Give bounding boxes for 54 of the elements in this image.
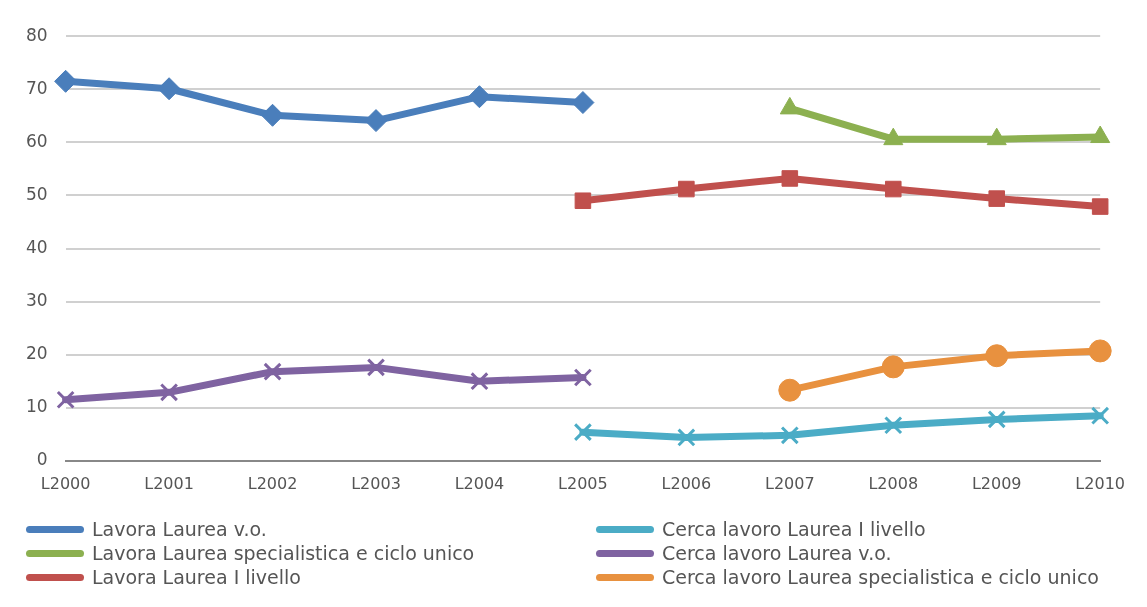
point (881, 355, 905, 379)
x-tick-label: L2007 (765, 473, 815, 493)
point (985, 344, 1009, 368)
point (1088, 339, 1112, 363)
x-tick-label: L2008 (868, 473, 919, 493)
x-tick-label: L2006 (661, 473, 712, 493)
point (574, 192, 592, 210)
x-tick-label: L2000 (40, 473, 91, 493)
x-tick-label: L2003 (351, 473, 401, 493)
x-tick-label: L2001 (144, 473, 194, 493)
point (1091, 198, 1109, 215)
y-tick-label: 80 (25, 24, 48, 45)
y-tick-label: 50 (25, 183, 48, 204)
point (885, 180, 902, 198)
point (159, 383, 179, 402)
point (470, 371, 489, 391)
point (573, 368, 593, 387)
legend-label: Lavora Laurea v.o. (92, 518, 267, 540)
point (677, 428, 696, 447)
legend-label: Cerca lavoro Laurea v.o. (662, 542, 892, 564)
legend-label: Lavora Laurea specialistica e ciclo unico (92, 542, 475, 564)
y-tick-label: 10 (25, 396, 48, 417)
point (261, 103, 285, 127)
y-tick-label: 0 (36, 449, 48, 470)
x-tick-label: L2002 (247, 473, 298, 493)
y-tick-label: 60 (25, 130, 48, 151)
x-tick-label: L2005 (558, 473, 608, 493)
point (781, 170, 799, 187)
point (988, 190, 1006, 207)
y-tick-label: 70 (25, 77, 48, 98)
legend-label: Cerca lavoro Laurea I livello (662, 518, 926, 540)
point (987, 410, 1007, 429)
legend-label: Lavora Laurea I livello (92, 566, 301, 588)
point (157, 77, 181, 101)
point (467, 85, 491, 109)
point (778, 378, 802, 402)
point (571, 91, 595, 115)
point (573, 422, 593, 442)
legend-label: Cerca lavoro Laurea specialistica e ciclo unico (662, 566, 1099, 588)
y-tick-label: 30 (25, 290, 48, 310)
point (364, 109, 388, 133)
point (780, 426, 800, 445)
y-tick-label: 40 (25, 236, 48, 257)
x-tick-label: L2004 (454, 473, 505, 493)
x-tick-label: L2009 (971, 473, 1022, 493)
x-tick-label: L2010 (1075, 473, 1125, 493)
y-tick-label: 20 (25, 343, 48, 364)
point (678, 180, 695, 198)
point (56, 390, 75, 410)
point (263, 362, 282, 381)
point (884, 415, 903, 435)
point (54, 69, 78, 93)
point (366, 358, 386, 377)
point (1090, 406, 1110, 425)
